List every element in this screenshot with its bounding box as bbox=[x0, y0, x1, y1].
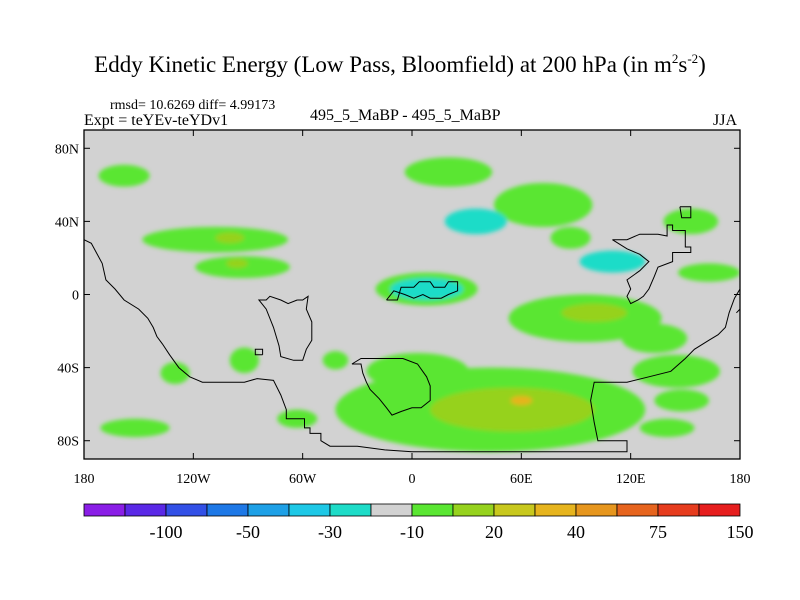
anomaly-blob-16 bbox=[621, 323, 688, 353]
anomaly-blob-9 bbox=[226, 258, 248, 268]
y-tick-label: 80S bbox=[57, 435, 79, 450]
anomaly-blob-3 bbox=[444, 208, 507, 235]
title-units-close: ) bbox=[698, 52, 706, 77]
coastline-7 bbox=[679, 206, 692, 219]
anomaly-blob-26 bbox=[366, 352, 469, 390]
coastline-3 bbox=[254, 348, 264, 356]
colorbar-swatch bbox=[493, 503, 536, 517]
x-tick-label: 60W bbox=[289, 472, 317, 487]
anomaly-blob-18 bbox=[229, 347, 259, 374]
anomaly-blob-0 bbox=[98, 164, 150, 187]
colorbar-swatch bbox=[247, 503, 290, 517]
colorbar-swatch bbox=[329, 503, 372, 517]
colorbar-swatch bbox=[288, 503, 331, 517]
colorbar-swatch bbox=[83, 503, 126, 517]
anomaly-blob-10 bbox=[678, 263, 740, 282]
anomaly-blob-28 bbox=[510, 395, 533, 406]
colorbar-label: -10 bbox=[400, 522, 424, 542]
colorbar-swatch bbox=[370, 503, 413, 517]
anomaly-blob-7 bbox=[215, 232, 245, 244]
colorbar: -100 -50 -30 -10 20 40 75 150 bbox=[83, 503, 754, 542]
anomaly-blob-6 bbox=[142, 226, 289, 253]
x-tick-label: 180 bbox=[730, 472, 751, 487]
anomaly-blob-4 bbox=[550, 226, 591, 249]
anomaly-blob-21 bbox=[654, 389, 710, 412]
anomaly-fields bbox=[98, 157, 740, 452]
expt-label: Expt = teYEv-teYDv1 bbox=[84, 112, 229, 129]
anomaly-blob-22 bbox=[100, 418, 170, 438]
colorbar-swatch bbox=[698, 503, 741, 517]
colorbar-swatch bbox=[452, 503, 495, 517]
colorbar-label: -100 bbox=[150, 522, 183, 542]
colorbar-swatch bbox=[575, 503, 618, 517]
colorbar-swatch bbox=[616, 503, 659, 517]
colorbar-swatch bbox=[534, 503, 577, 517]
anomaly-blob-13 bbox=[390, 278, 464, 300]
coastline-4 bbox=[351, 358, 431, 416]
anomaly-blob-20 bbox=[632, 354, 720, 388]
colorbar-label: 150 bbox=[727, 522, 754, 542]
colorbar-swatch bbox=[657, 503, 700, 517]
anomaly-blob-15 bbox=[561, 303, 628, 322]
colorbar-swatch bbox=[165, 503, 208, 517]
axis-ticks: 180 120W 60W 0 60E 120E 180 80N 40N 0 40S 80S bbox=[55, 130, 751, 487]
colorbar-swatch bbox=[206, 503, 249, 517]
title-units-mid: s bbox=[678, 52, 688, 77]
chart-title: Eddy Kinetic Energy (Low Pass, Bloomfiel… bbox=[0, 52, 800, 78]
colorbar-label: 20 bbox=[485, 522, 503, 542]
y-tick-label: 80N bbox=[55, 142, 79, 157]
anomaly-blob-24 bbox=[639, 418, 695, 438]
case-label: 495_5_MaBP - 495_5_MaBP bbox=[310, 107, 501, 124]
season-label: JJA bbox=[713, 112, 738, 129]
anomaly-blob-27 bbox=[430, 387, 595, 432]
colorbar-label: 40 bbox=[567, 522, 585, 542]
colorbar-swatch bbox=[124, 503, 167, 517]
y-tick-label: 40N bbox=[55, 215, 79, 230]
x-tick-label: 120W bbox=[176, 472, 211, 487]
anomaly-blob-2 bbox=[494, 183, 593, 227]
title-units-sup2: -2 bbox=[687, 50, 699, 66]
coastline-6 bbox=[612, 224, 692, 305]
anomaly-blob-17 bbox=[160, 362, 190, 385]
x-tick-label: 120E bbox=[616, 472, 646, 487]
coastline-5 bbox=[386, 281, 459, 301]
title-units-sup1: 2 bbox=[671, 50, 679, 66]
colorbar-label: -30 bbox=[318, 522, 342, 542]
coastline-0 bbox=[84, 239, 740, 453]
colorbar-label: 75 bbox=[649, 522, 667, 542]
x-tick-label: 60E bbox=[510, 472, 533, 487]
anomaly-blob-1 bbox=[404, 157, 493, 187]
coastline-2 bbox=[257, 295, 313, 361]
x-tick-label: 0 bbox=[409, 472, 416, 487]
anomaly-blob-5 bbox=[663, 208, 719, 235]
chart-title-text: Eddy Kinetic Energy (Low Pass, Bloomfiel… bbox=[94, 52, 672, 77]
y-tick-label: 40S bbox=[57, 362, 79, 377]
colorbar-swatch bbox=[411, 503, 454, 517]
y-tick-label: 0 bbox=[72, 289, 79, 304]
anomaly-blob-11 bbox=[579, 250, 646, 273]
anomaly-blob-19 bbox=[322, 351, 349, 370]
rmsd-label: rmsd= 10.6269 diff= 4.99173 bbox=[110, 98, 276, 113]
x-tick-label: 180 bbox=[74, 472, 95, 487]
colorbar-label: -50 bbox=[236, 522, 260, 542]
